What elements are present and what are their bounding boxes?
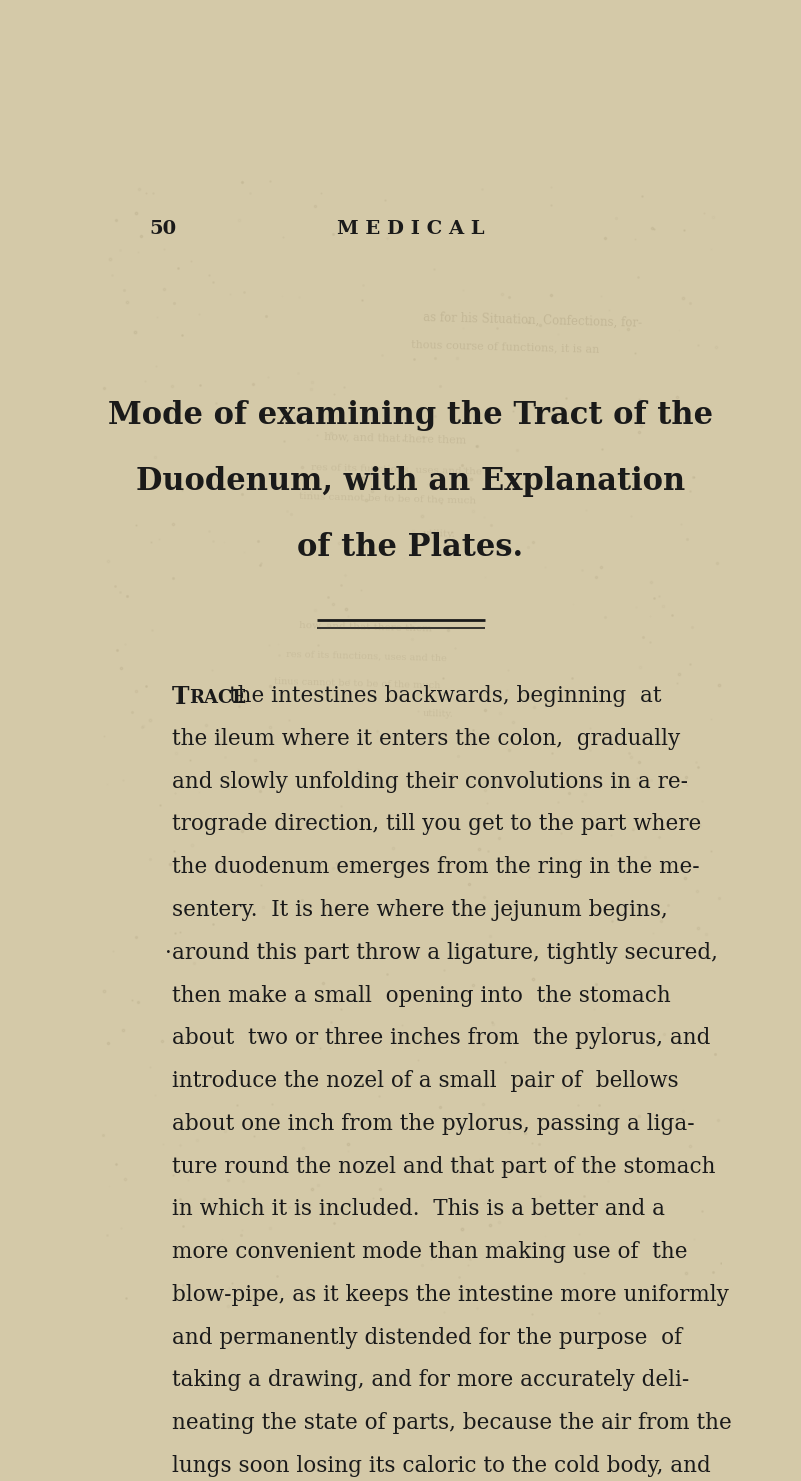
Text: M E D I C A L: M E D I C A L — [336, 219, 485, 238]
Text: ture round the nozel and that part of the stomach: ture round the nozel and that part of th… — [171, 1155, 715, 1177]
Text: T: T — [171, 686, 189, 709]
Text: more convenient mode than making use of  the: more convenient mode than making use of … — [171, 1241, 687, 1263]
Text: as for his Situation, Confections, for-: as for his Situation, Confections, for- — [423, 311, 642, 330]
Text: and slowly unfolding their convolutions in a re-: and slowly unfolding their convolutions … — [171, 770, 687, 792]
Text: sentery.  It is here where the jejunum begins,: sentery. It is here where the jejunum be… — [171, 899, 667, 921]
Text: tinus cannot be to be of the much: tinus cannot be to be of the much — [299, 493, 476, 507]
Text: neating the state of parts, because the air from the: neating the state of parts, because the … — [171, 1413, 731, 1434]
Text: Mode of examining the Tract of the: Mode of examining the Tract of the — [108, 400, 713, 431]
Text: lungs soon losing its caloric to the cold body, and: lungs soon losing its caloric to the col… — [171, 1454, 710, 1477]
Text: taking a drawing, and for more accurately deli-: taking a drawing, and for more accuratel… — [171, 1370, 689, 1392]
Text: introduce the nozel of a small  pair of  bellows: introduce the nozel of a small pair of b… — [171, 1071, 678, 1091]
Text: how, and that there them: how, and that there them — [299, 621, 432, 632]
Text: and permanently distended for the purpose  of: and permanently distended for the purpos… — [171, 1327, 682, 1349]
Text: 50: 50 — [150, 219, 177, 238]
Text: tinus cannot be to be of the much: tinus cannot be to be of the much — [274, 677, 441, 690]
Text: trograde direction, till you get to the part where: trograde direction, till you get to the … — [171, 813, 701, 835]
Text: the intestines backwards, beginning  at: the intestines backwards, beginning at — [228, 686, 661, 708]
Text: res of its functions, uses and the: res of its functions, uses and the — [286, 650, 447, 663]
Text: about one inch from the pylorus, passing a liga-: about one inch from the pylorus, passing… — [171, 1112, 694, 1134]
Text: Duodenum, with an Explanation: Duodenum, with an Explanation — [136, 467, 685, 498]
Text: blow-pipe, as it keeps the intestine more uniformly: blow-pipe, as it keeps the intestine mor… — [171, 1284, 728, 1306]
Text: around this part throw a ligature, tightly secured,: around this part throw a ligature, tight… — [171, 942, 718, 964]
Text: the ileum where it enters the colon,  gradually: the ileum where it enters the colon, gra… — [171, 729, 680, 749]
Text: utility.: utility. — [423, 709, 454, 718]
Text: utility.: utility. — [423, 529, 456, 539]
Text: thous course of functions, it is an: thous course of functions, it is an — [410, 339, 599, 354]
Text: in which it is included.  This is a better and a: in which it is included. This is a bette… — [171, 1198, 665, 1220]
Text: res of its functions, uses and the: res of its functions, uses and the — [311, 462, 482, 477]
Text: RACE: RACE — [189, 689, 246, 706]
Text: then make a small  opening into  the stomach: then make a small opening into the stoma… — [171, 985, 670, 1007]
Text: about  two or three inches from  the pylorus, and: about two or three inches from the pylor… — [171, 1028, 710, 1050]
Text: how, and that there them: how, and that there them — [324, 431, 466, 444]
Text: of the Plates.: of the Plates. — [297, 532, 524, 563]
Text: the duodenum emerges from the ring in the me-: the duodenum emerges from the ring in th… — [171, 856, 699, 878]
Text: ·: · — [165, 942, 172, 964]
